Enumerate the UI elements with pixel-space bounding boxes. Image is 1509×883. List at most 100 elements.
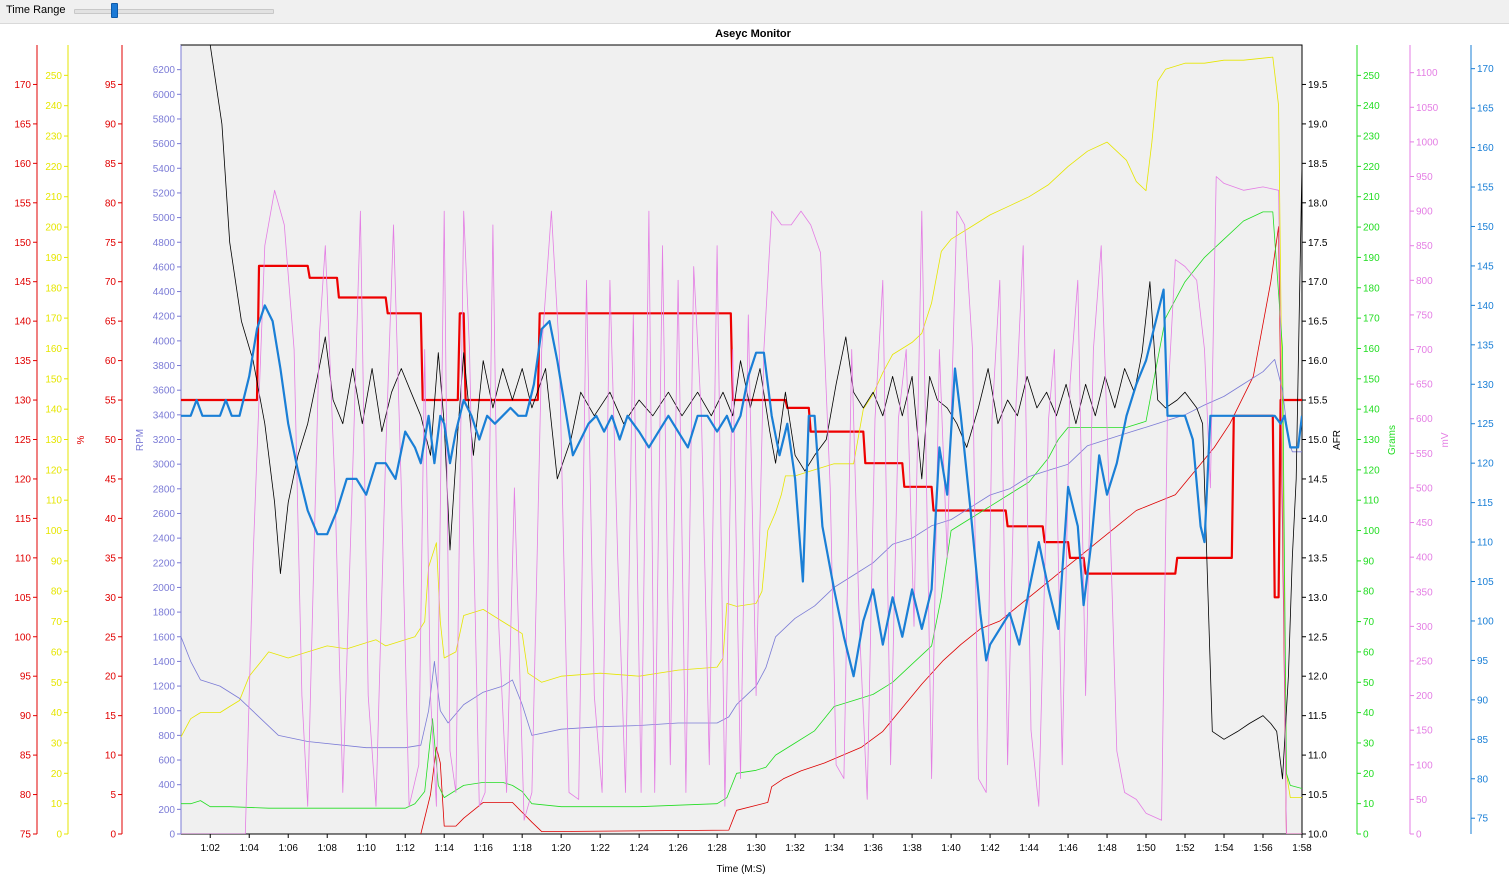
axis-tick-label-rpm: 4200 (153, 312, 176, 323)
axis-tick-label-mv: 150 (1416, 726, 1433, 737)
axis-tick-label-rpm: 2600 (153, 509, 176, 520)
axis-tick-label-mv: 600 (1416, 414, 1433, 425)
axis-red_outer: 75 80 85 90 95 100 105 110 115 120 125 130 135 140 145… (14, 45, 38, 841)
axis-tick-label-mv: 50 (1416, 795, 1428, 806)
x-tick-label: 1:54 (1214, 843, 1234, 854)
axis-tick-label-rpm: 4400 (153, 287, 176, 298)
x-tick-label: 1:08 (317, 843, 337, 854)
axis-tick-label-grams: 180 (1363, 283, 1380, 294)
axis-tick-label-yellow: 120 (45, 465, 62, 476)
axis-tick-label-grams: 140 (1363, 405, 1380, 416)
axis-title-pct: % (76, 435, 87, 444)
axis-tick-label-rpm: 2400 (153, 534, 176, 545)
axis-tick-label-yellow: 220 (45, 162, 62, 173)
axis-tick-label-pct: 85 (105, 159, 117, 170)
x-tick-label: 1:20 (551, 843, 571, 854)
axis-tick-label-red_outer: 90 (20, 711, 32, 722)
axis-tick-label-afr: 11.5 (1308, 711, 1327, 722)
axis-tick-label-pct: 0 (110, 830, 116, 841)
x-axis: 1:02 1:04 1:06 1:08 1:10 1:12 1:14 1:16 1:18 1:20… (201, 834, 1312, 854)
axis-tick-label-grams: 120 (1363, 465, 1380, 476)
axis-tick-label-mv: 550 (1416, 449, 1433, 460)
axis-tick-label-rpm: 1000 (153, 706, 176, 717)
x-tick-label: 1:42 (980, 843, 1000, 854)
axis-tick-label-grams: 90 (1363, 556, 1375, 567)
axis-tick-label-blue_right: 105 (1477, 577, 1494, 588)
axis-tick-label-afr: 18.0 (1308, 198, 1328, 209)
axis-mv: 0 50 100 150 200 250 300 350 400 450 500 550 600 650 7… (1409, 45, 1451, 841)
axis-blue_right: 75 80 85 90 95 100 105 110 115 120 125 130 135 140 145… (1470, 45, 1494, 834)
axis-tick-label-yellow: 30 (51, 738, 63, 749)
axis-tick-label-yellow: 110 (46, 496, 62, 507)
axis-tick-label-afr: 19.0 (1308, 119, 1328, 130)
x-tick-label: 1:04 (240, 843, 260, 854)
axis-tick-label-grams: 50 (1363, 678, 1375, 689)
axis-tick-label-grams: 200 (1363, 223, 1380, 234)
axis-tick-label-pct: 15 (105, 711, 117, 722)
x-tick-label: 1:24 (629, 843, 649, 854)
axis-tick-label-rpm: 1600 (153, 632, 176, 643)
axis-tick-label-yellow: 90 (51, 556, 63, 567)
axis-tick-label-pct: 70 (105, 277, 117, 288)
axis-tick-label-yellow: 80 (51, 587, 63, 598)
axis-tick-label-afr: 16.0 (1308, 356, 1328, 367)
axis-tick-label-mv: 100 (1416, 760, 1433, 771)
axis-tick-label-red_outer: 160 (14, 159, 31, 170)
axis-tick-label-yellow: 170 (45, 314, 62, 325)
x-tick-label: 1:44 (1019, 843, 1039, 854)
axis-tick-label-blue_right: 120 (1477, 459, 1494, 470)
time-range-slider-track[interactable] (74, 9, 274, 14)
time-range-slider-thumb[interactable] (110, 3, 118, 18)
axis-tick-label-afr: 18.5 (1308, 159, 1328, 170)
axis-tick-label-rpm: 4600 (153, 262, 176, 273)
axis-tick-label-blue_right: 170 (1477, 64, 1494, 75)
x-tick-label: 1:46 (1058, 843, 1078, 854)
x-tick-label: 1:34 (824, 843, 844, 854)
axis-tick-label-yellow: 100 (45, 526, 62, 537)
axis-tick-label-red_outer: 165 (14, 119, 31, 130)
axis-tick-label-afr: 12.0 (1308, 672, 1328, 683)
x-tick-label: 1:22 (590, 843, 610, 854)
axis-tick-label-pct: 45 (105, 474, 117, 485)
axis-tick-label-rpm: 1800 (153, 608, 176, 619)
axis-tick-label-rpm: 600 (158, 756, 175, 767)
axis-tick-label-blue_right: 75 (1477, 814, 1489, 825)
axis-tick-label-blue_right: 135 (1477, 340, 1494, 351)
axis-tick-label-pct: 80 (105, 198, 117, 209)
axis-tick-label-red_outer: 75 (20, 830, 32, 841)
axis-tick-label-blue_right: 90 (1477, 695, 1489, 706)
axis-tick-label-pct: 55 (105, 396, 117, 407)
axis-tick-label-afr: 16.5 (1308, 317, 1328, 328)
axis-tick-label-blue_right: 155 (1477, 183, 1494, 194)
axis-tick-label-blue_right: 160 (1477, 143, 1494, 154)
series-line-red_outer (420, 226, 1302, 834)
axis-tick-label-grams: 190 (1363, 253, 1380, 264)
axis-tick-label-rpm: 1200 (153, 682, 176, 693)
axis-tick-label-blue_right: 95 (1477, 656, 1489, 667)
axis-tick-label-yellow: 230 (45, 132, 62, 143)
axis-tick-label-grams: 30 (1363, 738, 1375, 749)
axis-tick-label-pct: 25 (105, 632, 117, 643)
axis-tick-label-afr: 17.5 (1308, 238, 1328, 249)
axis-tick-label-red_outer: 150 (14, 238, 31, 249)
series-line-pct (181, 264, 1302, 599)
series-line-yellow (181, 56, 1302, 798)
axis-tick-label-yellow: 180 (45, 283, 62, 294)
axis-tick-label-red_outer: 145 (14, 277, 31, 288)
axis-tick-label-afr: 15.0 (1308, 435, 1328, 446)
axis-tick-label-yellow: 240 (45, 101, 62, 112)
axis-tick-label-yellow: 130 (45, 435, 62, 446)
x-tick-label: 1:16 (473, 843, 493, 854)
axis-tick-label-afr: 15.5 (1308, 396, 1328, 407)
toolbar: Time Range (0, 0, 1509, 24)
axis-tick-label-grams: 250 (1363, 71, 1380, 82)
axis-title-mv: mV (1440, 432, 1451, 447)
axis-tick-label-blue_right: 165 (1477, 104, 1494, 115)
x-tick-label: 1:02 (201, 843, 221, 854)
axis-tick-label-red_outer: 100 (14, 632, 31, 643)
axis-tick-label-pct: 50 (105, 435, 117, 446)
axis-tick-label-rpm: 6000 (153, 90, 176, 101)
axis-tick-label-mv: 1000 (1416, 137, 1439, 148)
axis-tick-label-blue_right: 150 (1477, 222, 1494, 233)
axis-tick-label-afr: 12.5 (1308, 632, 1328, 643)
